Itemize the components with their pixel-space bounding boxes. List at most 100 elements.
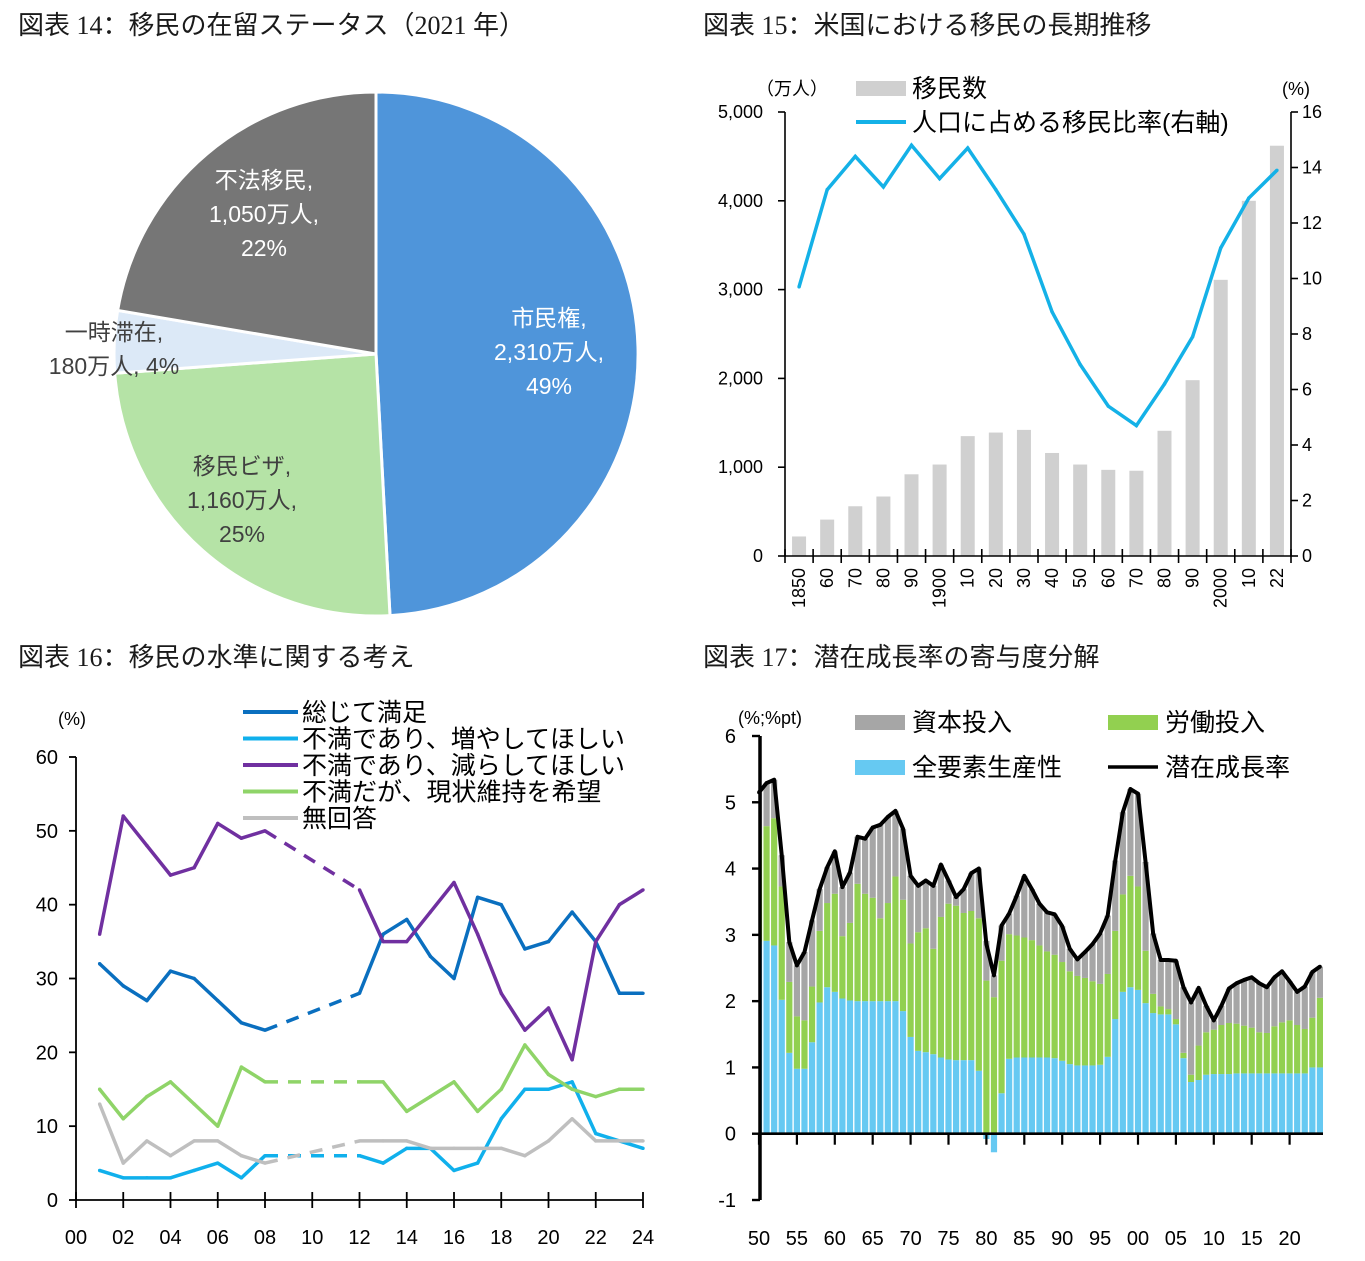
bar-tfp [922,1052,929,1134]
bar-labor [801,1020,808,1069]
bar-tfp [1119,991,1126,1134]
bar-labor [1241,1025,1248,1074]
bar-capital [907,875,914,944]
potential-growth-point [984,942,989,947]
bar-labor [1066,971,1073,1065]
bar-labor [763,826,770,941]
x-tick-label: 05 [1165,1228,1187,1250]
immigrant-count-bar [1269,145,1284,557]
potential-growth-point [1143,860,1148,864]
bar-labor [1301,1028,1308,1074]
bar-tfp [930,1054,937,1134]
legend-swatch-tfp [855,760,905,775]
series-point [121,1117,125,1121]
series-point [499,1146,503,1151]
series-point [263,1080,267,1084]
bar-labor [1263,1032,1270,1074]
series-line [357,880,644,1062]
bar-tfp [1043,1057,1051,1134]
figure-14-title: 図表 14：移民の在留ステータス（2021 年） [18,11,526,40]
series-line [359,1043,643,1114]
bar-labor [915,932,922,1051]
series-point [475,1109,480,1114]
series-point [546,1139,551,1143]
immigrant-share-point [1162,382,1167,386]
bar-capital [1134,793,1142,887]
potential-growth-point [870,825,875,830]
bar-tfp [869,1001,876,1134]
series-point [216,1124,220,1128]
bar-labor [884,903,891,1002]
bar-capital [1104,915,1111,974]
bar-capital [1180,987,1187,1053]
series-point [216,998,220,1003]
potential-growth-point [1219,1003,1224,1008]
bar-capital [884,816,891,904]
immigrant-count-bar [1213,279,1228,556]
potential-growth-point [946,878,951,883]
bar-tfp [1150,1013,1157,1134]
left-axis-unit: （万人） [756,79,828,99]
x-tick-label: 10 [958,568,978,588]
immigrant-share-point [994,188,998,192]
pie-data-label: 移民ビザ, [193,453,291,479]
bar-capital [816,889,823,931]
potential-growth-point [999,923,1004,928]
pie-data-label: 1,160万人, [187,487,297,513]
series-point [263,1028,267,1032]
x-tick-label: 65 [862,1228,884,1250]
x-tick-label: 80 [873,568,893,588]
bar-capital [1028,889,1035,941]
bar-tfp [1187,1082,1195,1134]
immigrant-share-point [825,188,829,192]
chart-opinion-on-immigration-level: 0 10 20 30 40 50 60 00 02 04 06 08 10 12 14 16 18 20 22 24 (… [36,699,654,1249]
bar-capital [983,940,990,981]
series-point [405,1139,409,1143]
y-tick-label: 10 [36,1116,58,1138]
bar-capital [998,925,1005,961]
bar-labor [786,981,793,1053]
potential-growth-point [1211,1018,1216,1023]
series-line [98,962,266,1032]
series-point [381,939,385,944]
bar-tfp [1051,1058,1058,1134]
bar-labor [1165,1009,1172,1015]
bar-tfp [1316,1067,1323,1134]
x-tick-label: 14 [396,1227,418,1249]
potential-growth-point [848,870,852,875]
potential-growth-point [1196,985,1201,990]
pie-data-label: 1,050万人, [209,201,319,227]
series-point [192,1102,196,1106]
series-point [145,998,149,1003]
immigrant-count-bar [1129,470,1144,556]
series-point [239,1021,244,1025]
series-point [168,1080,173,1084]
series-point [523,947,527,951]
bar-capital [1233,983,1240,1024]
potential-growth-point [1234,981,1239,986]
potential-growth-point [1310,970,1315,974]
right-axis-unit: (%) [1282,79,1310,99]
bar-labor [1294,1025,1301,1074]
bar-labor [1150,993,1157,1014]
x-tick-label: 22 [585,1227,607,1249]
series-point [428,910,433,914]
x-tick-label: 30 [1014,568,1034,588]
series-point [239,1065,244,1069]
bar-tfp [778,999,785,1134]
bar-capital [1036,903,1043,946]
bar-labor [892,876,899,1002]
bar-labor [1074,975,1081,1066]
potential-growth-point [1037,901,1042,906]
potential-growth-point [908,873,913,878]
bar-tfp [1059,1060,1066,1134]
x-tick-label: 85 [1013,1228,1035,1250]
bar-tfp [1278,1073,1286,1134]
x-tick-label: 90 [902,568,922,588]
immigrant-share-point [797,285,801,289]
potential-growth-point [1257,981,1262,986]
immigrant-count-bar [1241,200,1256,557]
bar-tfp [816,1002,823,1134]
bar-labor [1157,1006,1164,1015]
